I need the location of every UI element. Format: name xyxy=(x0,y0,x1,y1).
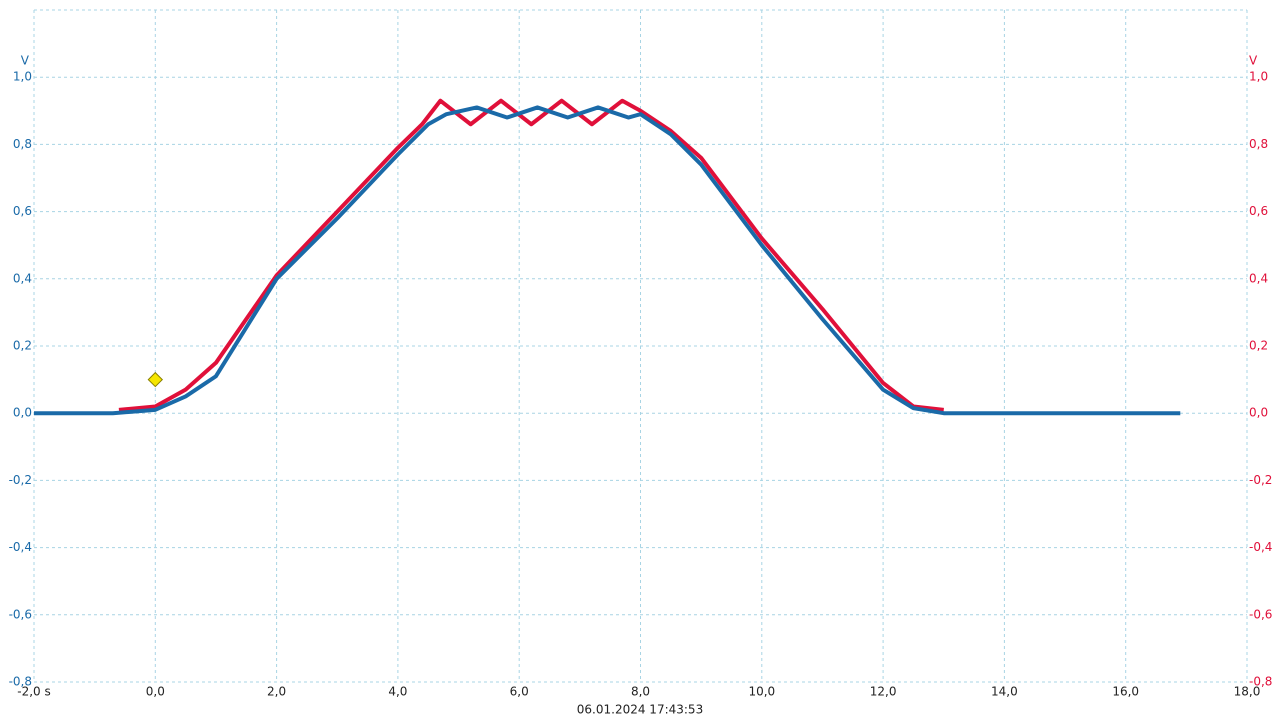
y-tick-label: 0,8 xyxy=(13,137,32,151)
x-tick-label: 10,0 xyxy=(748,685,775,699)
y2-unit: V xyxy=(1249,54,1258,68)
x-tick-label: 18,0 xyxy=(1234,685,1261,699)
y2-tick-label: 1,0 xyxy=(1249,70,1268,84)
y-tick-label: -0,6 xyxy=(9,607,32,621)
y-tick-label: 1,0 xyxy=(13,70,32,84)
x-tick-label: 16,0 xyxy=(1112,685,1139,699)
x-tick-label: 14,0 xyxy=(991,685,1018,699)
y2-tick-label: 0,0 xyxy=(1249,406,1268,420)
y-tick-label: 0,4 xyxy=(13,271,32,285)
x-tick-label: 2,0 xyxy=(267,685,286,699)
y2-tick-label: -0,4 xyxy=(1249,540,1272,554)
x-tick-label: 0,0 xyxy=(146,685,165,699)
x-tick-label: 6,0 xyxy=(510,685,529,699)
y2-tick-label: 0,2 xyxy=(1249,339,1268,353)
y2-tick-label: -0,2 xyxy=(1249,473,1272,487)
trigger-marker xyxy=(147,371,164,388)
y-unit: V xyxy=(21,54,30,68)
y-tick-label: 0,2 xyxy=(13,339,32,353)
y-tick-label: 0,0 xyxy=(13,406,32,420)
signal-line xyxy=(118,98,944,412)
y-tick-label: -0,2 xyxy=(9,473,32,487)
y2-tick-label: 0,6 xyxy=(1249,204,1268,218)
timestamp: 06.01.2024 17:43:53 xyxy=(577,703,703,717)
y2-tick-label: -0,8 xyxy=(1249,675,1272,689)
x-tick-label: 8,0 xyxy=(631,685,650,699)
y2-tick-label: 0,8 xyxy=(1249,137,1268,151)
signal-line xyxy=(34,105,1181,416)
y-tick-label: -0,4 xyxy=(9,540,32,554)
x-tick-label: 12,0 xyxy=(870,685,897,699)
y2-tick-label: -0,6 xyxy=(1249,607,1272,621)
y-tick-label: -0,8 xyxy=(9,675,32,689)
y2-tick-label: 0,4 xyxy=(1249,271,1268,285)
x-tick-label: 4,0 xyxy=(388,685,407,699)
x-tick-label: -2,0 s xyxy=(17,685,50,699)
y-tick-label: 0,6 xyxy=(13,204,32,218)
